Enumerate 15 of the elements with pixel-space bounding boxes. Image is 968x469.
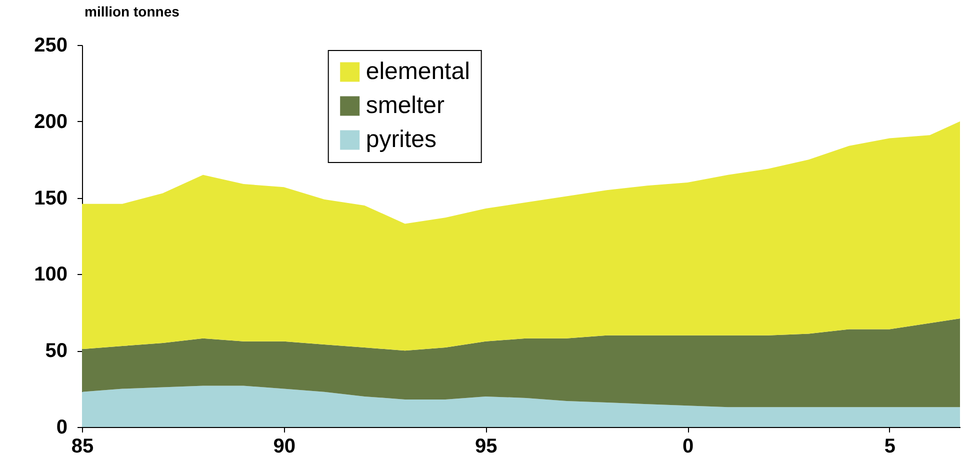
legend-label: pyrites [366, 126, 437, 153]
legend-label: smelter [366, 92, 445, 119]
x-tick-label: 95 [475, 436, 498, 458]
y-tick-label: 0 [56, 416, 68, 438]
x-tick-label: 5 [884, 436, 896, 458]
x-tick-label: 0 [682, 436, 694, 458]
legend-label: elemental [366, 58, 470, 85]
y-axis-title: million tonnes [84, 4, 180, 20]
x-tick-label: 85 [71, 436, 94, 458]
y-tick-label: 150 [34, 187, 68, 210]
y-tick-label: 100 [34, 264, 68, 286]
y-tick-label: 250 [34, 34, 68, 56]
y-tick-label: 200 [34, 110, 68, 133]
x-tick-label: 90 [273, 436, 296, 458]
y-tick-label: 50 [45, 340, 68, 362]
